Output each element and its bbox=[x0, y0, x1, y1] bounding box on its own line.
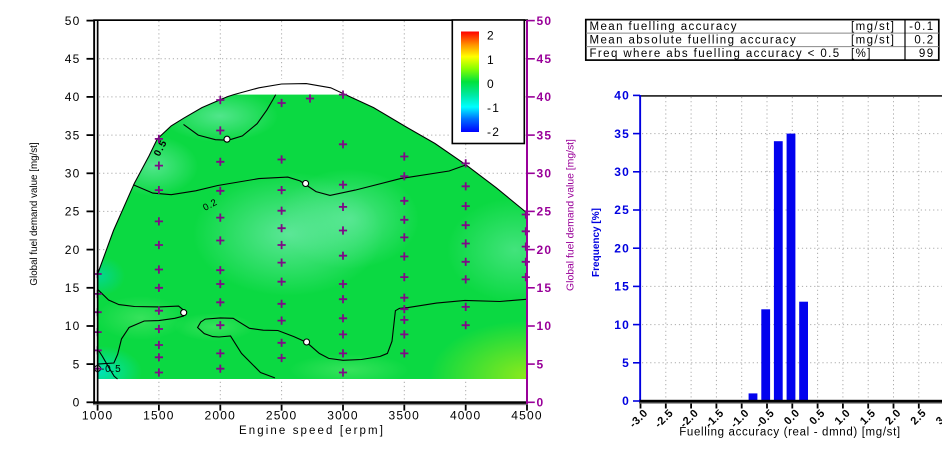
svg-text:Frequency [%]: Frequency [%] bbox=[591, 208, 602, 277]
svg-text:[%]: [%] bbox=[851, 48, 872, 60]
svg-text:4500: 4500 bbox=[511, 409, 543, 423]
svg-text:2000: 2000 bbox=[205, 409, 237, 423]
svg-text:2: 2 bbox=[487, 29, 495, 43]
svg-text:1000: 1000 bbox=[82, 409, 114, 423]
svg-text:30: 30 bbox=[537, 167, 553, 181]
svg-text:0: 0 bbox=[487, 77, 495, 91]
svg-text:2.5: 2.5 bbox=[909, 407, 929, 427]
svg-text:40: 40 bbox=[65, 90, 81, 104]
svg-text:10: 10 bbox=[614, 318, 630, 332]
svg-text:0.2: 0.2 bbox=[914, 35, 934, 47]
svg-text:15: 15 bbox=[614, 280, 630, 294]
svg-text:5: 5 bbox=[73, 357, 81, 371]
svg-text:35: 35 bbox=[614, 127, 630, 141]
svg-text:[mg/st]: [mg/st] bbox=[851, 35, 895, 47]
svg-text:10: 10 bbox=[537, 319, 553, 333]
svg-text:25: 25 bbox=[614, 203, 630, 217]
svg-text:1: 1 bbox=[487, 53, 495, 67]
svg-text:0.5: 0.5 bbox=[807, 407, 827, 427]
svg-text:Freq where abs fuelling accura: Freq where abs fuelling accuracy < 0.5 bbox=[590, 48, 841, 60]
svg-text:99: 99 bbox=[919, 48, 935, 60]
svg-text:4000: 4000 bbox=[450, 409, 482, 423]
svg-text:2500: 2500 bbox=[266, 409, 298, 423]
svg-text:45: 45 bbox=[65, 52, 81, 66]
svg-text:3500: 3500 bbox=[389, 409, 421, 423]
svg-text:Mean absolute fuelling accurac: Mean absolute fuelling accuracy bbox=[590, 35, 798, 47]
svg-text:1.0: 1.0 bbox=[833, 407, 853, 427]
svg-text:1.5: 1.5 bbox=[858, 407, 878, 427]
svg-text:40: 40 bbox=[614, 89, 630, 103]
svg-text:0: 0 bbox=[537, 396, 545, 410]
svg-text:-3.0: -3.0 bbox=[627, 407, 650, 430]
svg-text:25: 25 bbox=[65, 205, 81, 219]
svg-text:50: 50 bbox=[537, 14, 553, 28]
svg-text:40: 40 bbox=[537, 90, 553, 104]
svg-text:35: 35 bbox=[537, 128, 553, 142]
svg-text:3.0: 3.0 bbox=[934, 407, 942, 427]
svg-text:-0.5: -0.5 bbox=[101, 364, 121, 375]
svg-text:-0.1: -0.1 bbox=[909, 21, 934, 33]
svg-text:2.0: 2.0 bbox=[883, 407, 903, 427]
svg-text:1500: 1500 bbox=[143, 409, 175, 423]
svg-text:5: 5 bbox=[537, 357, 545, 371]
svg-text:-2: -2 bbox=[487, 125, 500, 139]
svg-text:50: 50 bbox=[65, 14, 81, 28]
svg-text:[mg/st]: [mg/st] bbox=[851, 21, 895, 33]
svg-text:Mean fuelling accuracy: Mean fuelling accuracy bbox=[590, 21, 738, 33]
svg-text:Fuelling accuracy (real - dmnd: Fuelling accuracy (real - dmnd) [mg/st] bbox=[679, 427, 901, 439]
svg-text:35: 35 bbox=[65, 128, 81, 142]
svg-text:30: 30 bbox=[65, 167, 81, 181]
svg-text:20: 20 bbox=[614, 241, 630, 255]
svg-text:Engine speed [erpm]: Engine speed [erpm] bbox=[239, 425, 385, 437]
svg-text:30: 30 bbox=[614, 165, 630, 179]
svg-text:5: 5 bbox=[622, 356, 630, 370]
svg-text:20: 20 bbox=[65, 243, 81, 257]
svg-text:0: 0 bbox=[73, 396, 81, 410]
svg-text:3000: 3000 bbox=[327, 409, 359, 423]
svg-text:15: 15 bbox=[65, 281, 81, 295]
svg-text:-2.5: -2.5 bbox=[653, 407, 676, 430]
svg-text:Global fuel demand value [mg/s: Global fuel demand value [mg/st] bbox=[29, 142, 40, 286]
svg-text:Global fuel demand value [mg/s: Global fuel demand value [mg/st] bbox=[566, 139, 577, 291]
svg-text:25: 25 bbox=[537, 205, 553, 219]
svg-text:0: 0 bbox=[622, 394, 630, 408]
svg-text:15: 15 bbox=[537, 281, 553, 295]
svg-text:10: 10 bbox=[65, 319, 81, 333]
svg-text:0.0: 0.0 bbox=[782, 407, 802, 427]
svg-text:45: 45 bbox=[537, 52, 553, 66]
svg-text:-1: -1 bbox=[487, 101, 500, 115]
svg-text:20: 20 bbox=[537, 243, 553, 257]
